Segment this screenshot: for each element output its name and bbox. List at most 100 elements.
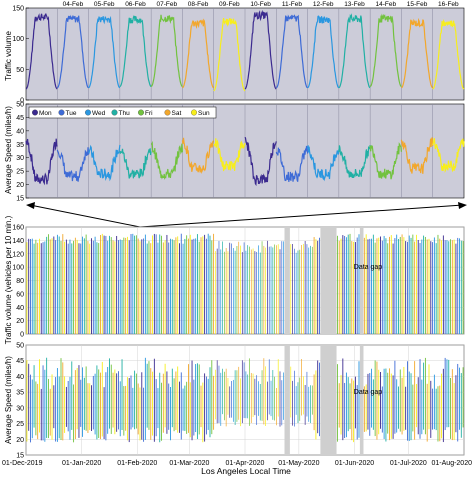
bottom-volume-y-tick-label: 140: [12, 238, 24, 245]
top-speed-line-sun: [432, 138, 465, 174]
legend-box: [28, 106, 217, 119]
legend: Mon Tue Wed Thu Fri Sat Sun: [28, 106, 217, 119]
top-volume-x-tick-label: 14-Feb: [375, 1, 396, 8]
bottom-volume-data-gaps: [284, 227, 364, 334]
top-speed-line-thu: [338, 145, 371, 179]
top-volume-line-sun: [432, 19, 465, 90]
top-speed-y-tick-label: 15: [16, 196, 24, 203]
top-speed-series: [25, 136, 465, 187]
bottom-speed-y-tick-label: 50: [16, 343, 24, 350]
bottom-speed-data-gap: [359, 345, 364, 455]
legend-marker-tue: [58, 109, 65, 116]
bottom-speed-x-tick-label: 01-Aug-2020: [432, 460, 473, 467]
bottom-speed-y-tick-label: 45: [16, 358, 24, 365]
bottom-speed-x-tick-labels: 01-Dec-2019 01-Jan-2020 01-Feb-2020 01-Mar-…: [2, 460, 472, 467]
legend-marker-mon: [32, 109, 38, 116]
top-speed-y-tick-label: 30: [16, 155, 24, 162]
top-volume-x-tick-labels: 04-Feb 05-Feb 06-Feb 07-Feb 08-Feb 09-Feb 10-F…: [63, 1, 459, 8]
bottom-volume-y-tick-label: 160: [12, 225, 24, 232]
top-volume-y-tick-label: 150: [12, 6, 24, 13]
top-volume-line-sat: [401, 17, 433, 89]
bottom-volume-data-gap: [320, 227, 337, 334]
bottom-volume-data-gap: [359, 227, 364, 334]
top-volume-x-tick-label: 09-Feb: [219, 1, 240, 8]
bottom-volume-y-tick-label: 60: [16, 291, 24, 298]
top-volume-y-tick-label: 100: [12, 36, 24, 43]
top-volume-line-wed: [307, 15, 340, 89]
bottom-volume-y-tick-label: 40: [16, 305, 24, 312]
top-volume-line-sat: [182, 18, 214, 89]
top-volume-line-thu: [338, 13, 371, 89]
top-volume-x-tick-label: 08-Feb: [188, 1, 209, 8]
top-volume-x-tick-label: 05-Feb: [94, 1, 115, 8]
bottom-speed-x-tick-label: 01-Dec-2019: [2, 460, 43, 467]
top-speed-y-tick-label: 25: [16, 169, 24, 176]
top-volume-x-tick-label: 13-Feb: [344, 1, 365, 8]
bottom-volume-ylabel: Traffic volume (vehicles per 10 min.): [4, 215, 13, 344]
top-speed-y-tick-label: 35: [16, 142, 24, 149]
top-volume-y-tick-label: 0: [20, 98, 24, 105]
legend-label-fri: Fri: [145, 110, 153, 117]
top-volume-x-tick-label: 06-Feb: [125, 1, 146, 8]
top-speed-line-wed: [88, 144, 121, 182]
bottom-volume-series: [26, 233, 464, 334]
top-speed-line-fri: [151, 140, 183, 180]
top-volume-line-fri: [150, 14, 183, 88]
top-volume-x-tick-label: 16-Feb: [438, 1, 459, 8]
top-volume-series: [25, 9, 465, 92]
bottom-speed-x-tick-label: 01-Jun-2020: [335, 460, 374, 467]
top-speed-line-mon: [25, 138, 58, 186]
top-volume-line-fri: [369, 13, 402, 88]
top-volume-line-sun: [213, 18, 246, 92]
top-volume-line-mon: [244, 9, 277, 90]
bottom-speed-data-gap: [320, 345, 337, 455]
bottom-speed-ylabel: Average Speed (miles/h): [4, 356, 13, 444]
bottom-volume-gap-label: Data gap: [354, 264, 383, 271]
legend-marker-sat: [164, 109, 171, 116]
bottom-volume-y-tick-label: 20: [16, 318, 24, 325]
bottom-volume-y-ticks: 0 20 40 60 80 100 120 140 160: [12, 225, 24, 339]
legend-label-wed: Wed: [92, 110, 106, 117]
bottom-volume-data-gap: [284, 227, 290, 334]
top-volume-line-tue: [275, 14, 308, 89]
connector-left: [29, 204, 141, 228]
bottom-speed-x-tick-label: 01-May-2020: [278, 460, 319, 467]
legend-marker-wed: [85, 109, 91, 116]
legend-marker-fri: [138, 109, 144, 116]
top-volume-line-mon: [25, 13, 58, 90]
legend-marker-thu: [111, 109, 118, 116]
top-volume-ylabel: Traffic volume: [4, 31, 13, 81]
top-speed-line-fri: [369, 142, 402, 180]
top-volume-y-tick-label: 50: [16, 67, 24, 74]
bottom-speed-x-tick-label: 01-Mar-2020: [169, 460, 209, 467]
top-volume-x-tick-label: 10-Feb: [250, 1, 271, 8]
top-volume-line-thu: [119, 15, 152, 88]
top-volume-x-tick-label: 12-Feb: [313, 1, 334, 8]
bottom-speed-y-tick-label: 30: [16, 405, 24, 412]
top-speed-y-tick-label: 45: [16, 115, 24, 122]
top-speed-line-sat: [400, 137, 434, 174]
bottom-volume-y-tick-label: 0: [20, 332, 24, 339]
bottom-speed-y-ticks: 15 20 25 30 35 40 45 50: [16, 343, 24, 460]
top-speed-line-thu: [119, 148, 152, 179]
bottom-speed-y-tick-label: 15: [16, 453, 24, 460]
top-speed-line-sun: [213, 138, 246, 172]
top-speed-line-wed: [307, 145, 340, 182]
connector-arrowhead-left: [26, 202, 35, 209]
top-volume-line-tue: [56, 14, 89, 89]
legend-label-sun: Sun: [198, 110, 210, 117]
top-volume-day-dividers: [57, 8, 433, 100]
bottom-speed-x-tick-label: 01-Jan-2020: [62, 460, 101, 467]
bottom-speed-xlabel: Los Angeles Local Time: [201, 466, 291, 476]
legend-label-sat: Sat: [172, 110, 182, 117]
top-volume-line-wed: [88, 15, 121, 89]
top-speed-line-tue: [275, 145, 309, 182]
bottom-speed-series: [26, 357, 464, 443]
connector-arrowhead-right: [458, 202, 467, 209]
bottom-volume-y-tick-label: 100: [12, 265, 24, 272]
bottom-volume-y-tick-label: 120: [12, 251, 24, 258]
legend-label-tue: Tue: [66, 110, 77, 117]
top-volume-x-tick-label: 15-Feb: [407, 1, 428, 8]
